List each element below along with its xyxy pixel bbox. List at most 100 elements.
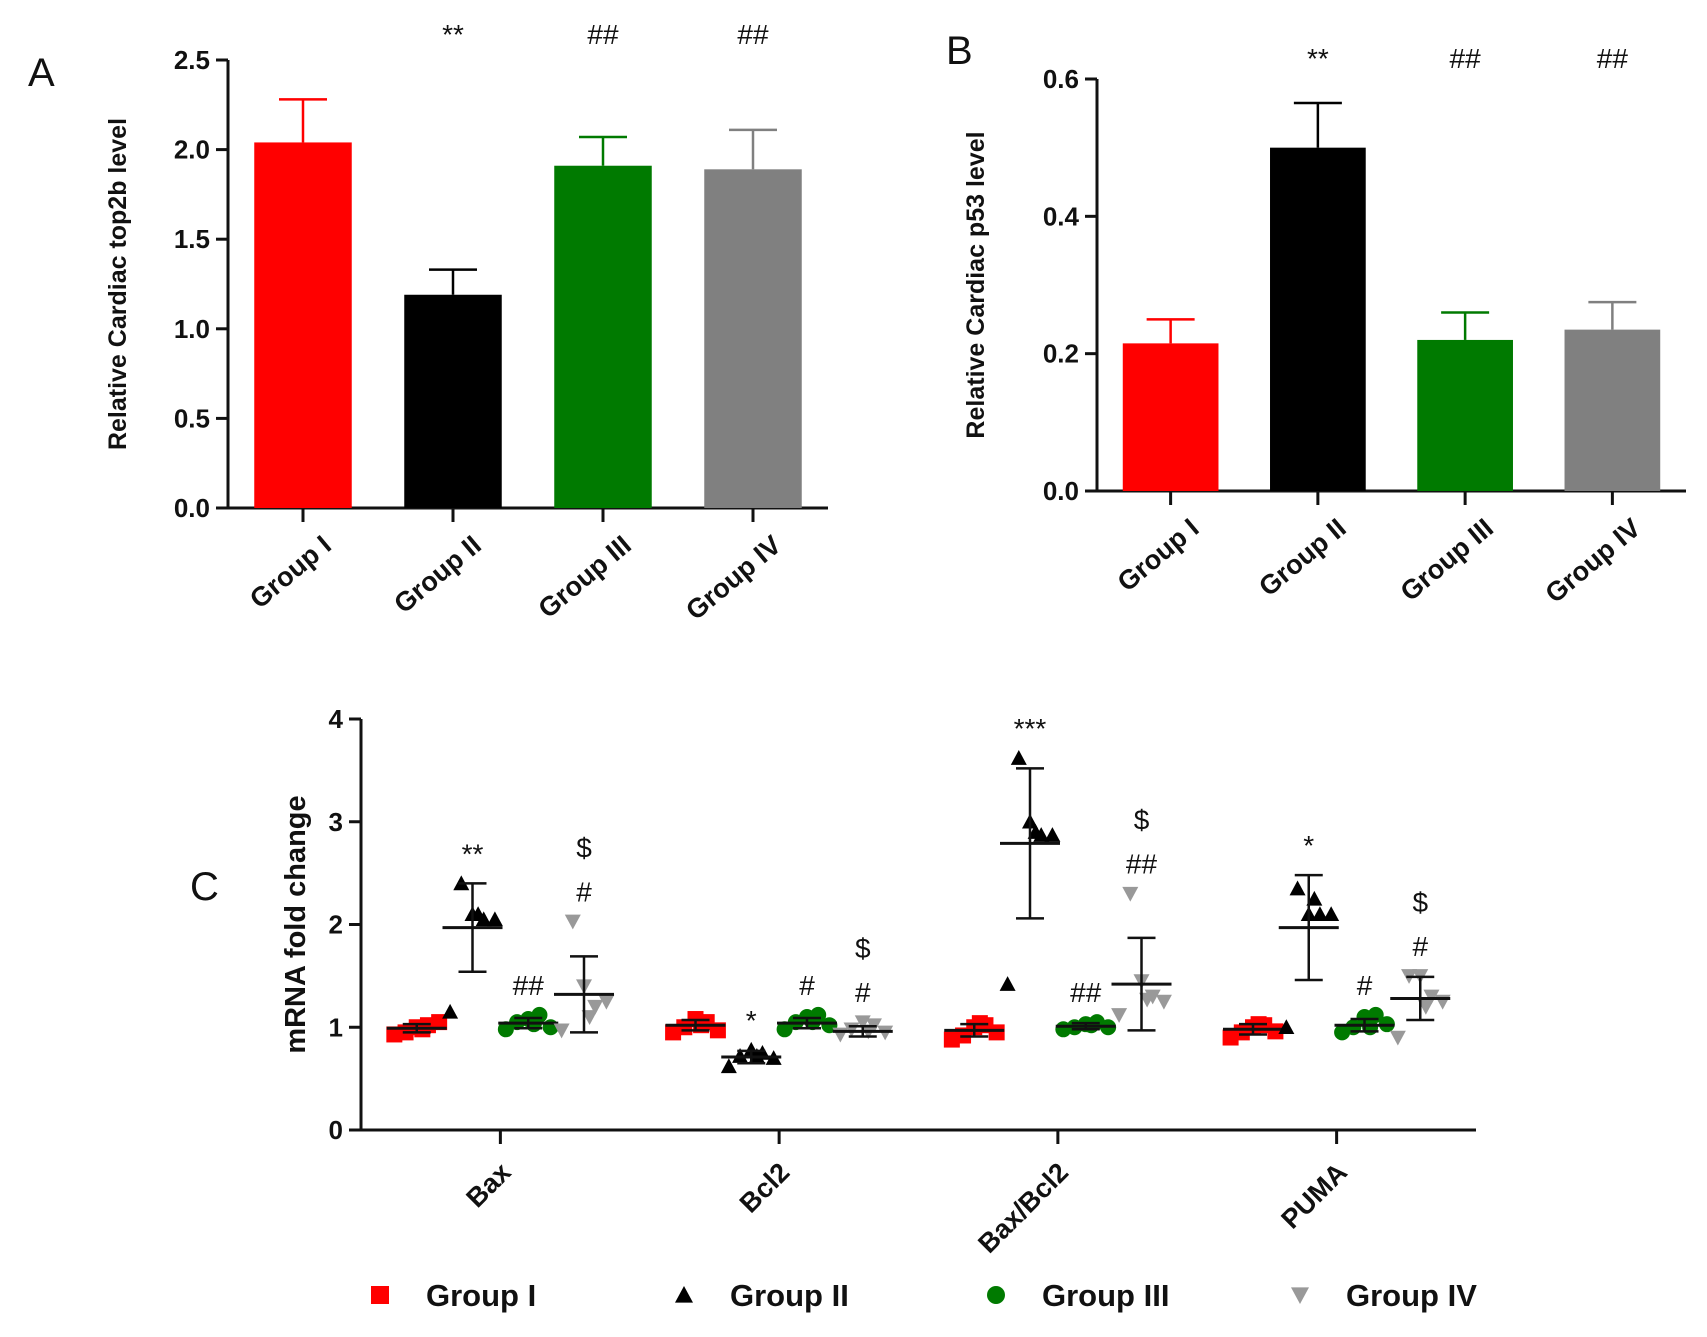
c-point-puma-group-ii — [1278, 1019, 1295, 1035]
c-category-label-bax-bcl2: Bax/Bcl2 — [972, 1157, 1074, 1259]
legend-marker-group-iv — [1291, 1287, 1309, 1304]
a-significance-group-iv: ## — [737, 19, 769, 50]
c-point-bax-bcl2-group-iv — [1122, 886, 1139, 902]
c-significance-bcl2-group-iv: # — [855, 977, 871, 1008]
panel-label-c: C — [190, 865, 219, 909]
c-point-bax-bcl2-group-i — [988, 1024, 1005, 1041]
chart-b-p53: 0.0 0.2 0.4 0.6 Relative Cardiac p53 level Gr… — [962, 43, 1686, 609]
c-point-bax-group-iv — [564, 914, 581, 930]
c-significance-puma-group-ii: * — [1303, 830, 1314, 861]
panel-label-b: B — [946, 29, 973, 73]
b-y-axis-label: Relative Cardiac p53 level — [962, 131, 990, 438]
b-bar-group-ii — [1270, 147, 1366, 491]
legend-label-group-i: Group I — [426, 1278, 536, 1313]
panel-label-a: A — [28, 51, 55, 95]
c-point-bcl2-group-ii — [748, 1048, 765, 1063]
c-significance-bcl2-group-ii: * — [746, 1005, 757, 1036]
c-point-puma-group-iv — [1389, 1030, 1406, 1046]
c-point-puma-group-iv — [1417, 999, 1434, 1015]
c-point-puma-group-ii — [1289, 880, 1306, 896]
a-category-label-group-ii: Group II — [388, 530, 487, 620]
c-point-bax-bcl2-group-ii — [999, 976, 1016, 991]
legend-label-group-iv: Group IV — [1346, 1278, 1477, 1313]
c-significance-puma-group-iii: # — [1357, 970, 1373, 1001]
b-category-label-group-iii: Group III — [1395, 513, 1499, 607]
c-significance-bax-group-iv: $ — [576, 832, 592, 863]
c-point-puma-group-ii — [1306, 890, 1323, 906]
legend-marker-group-ii — [675, 1286, 693, 1303]
c-point-bax-group-iv — [587, 999, 604, 1015]
c-point-bax-bcl2-group-ii — [1010, 750, 1027, 765]
a-significance-group-ii: ** — [442, 19, 464, 50]
c-significance-bax-group-iii: ## — [513, 970, 545, 1001]
c-point-bcl2-group-ii — [732, 1048, 749, 1063]
c-point-bax-group-ii — [470, 906, 487, 922]
c-point-bax-group-ii — [442, 1003, 459, 1019]
c-y-tick-label: 2 — [329, 910, 343, 940]
c-y-tick-label: 4 — [329, 704, 344, 734]
a-y-tick-label: 2.0 — [174, 135, 210, 165]
b-significance-group-ii: ** — [1307, 43, 1329, 74]
a-y-tick-label: 1.0 — [174, 314, 210, 344]
b-y-tick-label: 0.0 — [1043, 476, 1079, 506]
c-significance-bax-group-ii: ** — [462, 838, 484, 869]
a-y-tick-label: 1.5 — [174, 224, 210, 254]
b-significance-group-iv: ## — [1597, 43, 1629, 74]
a-y-axis-label: Relative Cardiac top2b level — [104, 118, 132, 450]
b-bar-group-i — [1122, 343, 1219, 491]
c-point-puma-group-ii — [1323, 906, 1340, 922]
c-significance-bcl2-group-iv: $ — [855, 933, 871, 964]
c-point-bax-bcl2-group-ii — [1044, 827, 1061, 842]
chart-a-top2b: 0.0 0.5 1.0 1.5 2.0 2.5 Relative Cardiac top2b… — [104, 19, 828, 626]
c-significance-bax-bcl2-group-iii: ## — [1070, 977, 1102, 1008]
b-category-label-group-ii: Group II — [1253, 513, 1352, 603]
c-point-bax-group-iv — [581, 1010, 598, 1025]
c-point-bax-group-iv — [553, 1023, 570, 1039]
c-category-label-bcl2: Bcl2 — [734, 1157, 796, 1219]
c-category-label-bax: Bax — [460, 1157, 516, 1213]
c-point-bax-group-ii — [486, 911, 503, 927]
legend-marker-group-iii — [987, 1286, 1005, 1304]
c-y-tick-label: 1 — [329, 1012, 343, 1042]
b-category-label-group-i: Group I — [1112, 513, 1205, 598]
a-category-label-group-i: Group I — [244, 530, 337, 615]
b-significance-group-iii: ## — [1450, 43, 1482, 74]
a-bar-group-i — [254, 142, 352, 508]
legend-label-group-iii: Group III — [1042, 1278, 1169, 1313]
a-y-tick-label: 0.5 — [174, 403, 210, 433]
c-point-bax-bcl2-group-iv — [1111, 1008, 1128, 1023]
b-y-tick-label: 0.4 — [1043, 201, 1080, 231]
b-y-tick-label: 0.6 — [1043, 64, 1079, 94]
c-significance-bax-bcl2-group-iv: ## — [1126, 849, 1158, 880]
b-category-label-group-iv: Group IV — [1540, 513, 1647, 609]
c-point-bax-bcl2-group-iv — [1155, 994, 1172, 1010]
a-bar-group-iii — [554, 165, 652, 508]
c-significance-bax-group-iv: # — [576, 876, 592, 907]
b-bar-group-iii — [1417, 339, 1513, 491]
a-y-tick-label: 2.5 — [174, 45, 210, 75]
c-category-label-puma: PUMA — [1275, 1157, 1352, 1234]
b-bar-group-iv — [1564, 329, 1661, 491]
c-significance-bax-bcl2-group-ii: *** — [1014, 713, 1047, 744]
c-point-bcl2-group-ii — [720, 1058, 737, 1074]
c-point-bcl2-group-iv — [877, 1025, 894, 1041]
c-y-axis-label: mRNA fold change — [280, 795, 312, 1053]
c-significance-puma-group-iv: $ — [1412, 887, 1428, 918]
legend-marker-group-i — [371, 1286, 389, 1304]
b-y-tick-label: 0.2 — [1043, 339, 1079, 369]
legend: Group I Group II Group III Group IV — [371, 1278, 1477, 1313]
a-bar-group-ii — [404, 294, 502, 508]
c-y-tick-label: 0 — [329, 1115, 343, 1145]
c-point-bax-bcl2-group-iv — [1139, 992, 1156, 1008]
legend-label-group-ii: Group II — [730, 1278, 849, 1313]
a-significance-group-iii: ## — [587, 19, 619, 50]
a-category-label-group-iv: Group IV — [680, 530, 787, 626]
a-y-tick-label: 0.0 — [174, 493, 210, 523]
a-category-label-group-iii: Group III — [533, 530, 637, 624]
c-significance-bax-bcl2-group-iv: $ — [1134, 805, 1150, 836]
c-significance-puma-group-iv: # — [1412, 931, 1428, 962]
c-significance-bcl2-group-iii: # — [799, 970, 815, 1001]
c-point-bax-bcl2-group-ii — [1027, 824, 1044, 839]
